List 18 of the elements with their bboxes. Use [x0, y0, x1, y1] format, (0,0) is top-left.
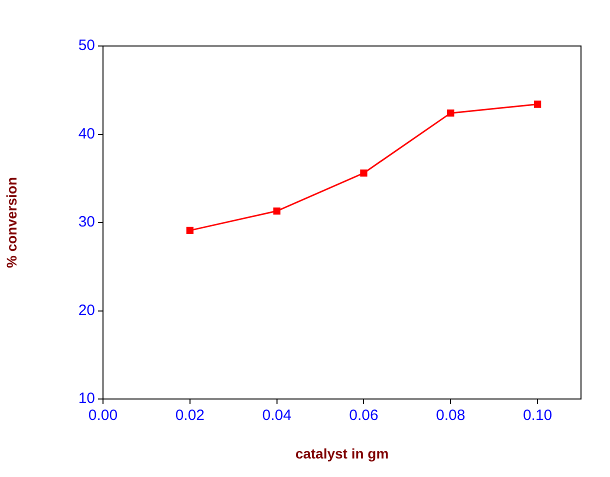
point [186, 226, 194, 234]
y-tick-label: 10 [78, 390, 95, 408]
point [273, 207, 280, 215]
y-tick-label: 30 [78, 214, 95, 231]
x-axis-title: catalyst in gm [295, 445, 389, 462]
x-tick-label: 0.06 [349, 407, 378, 424]
y-axis-title: % conversion [3, 176, 20, 268]
y-tick-label: 40 [78, 125, 95, 142]
point [447, 109, 454, 117]
x-tick-label: 0.00 [88, 407, 118, 424]
point [534, 100, 542, 108]
x-tick-label: 0.10 [522, 407, 552, 424]
y-tick-label: 20 [78, 302, 95, 319]
point [360, 170, 368, 177]
x-tick-label: 0.08 [436, 407, 466, 424]
x-tick-label: 0.02 [175, 407, 205, 424]
x-tick-label: 0.04 [262, 407, 292, 424]
y-tick-label: 50 [78, 37, 95, 54]
